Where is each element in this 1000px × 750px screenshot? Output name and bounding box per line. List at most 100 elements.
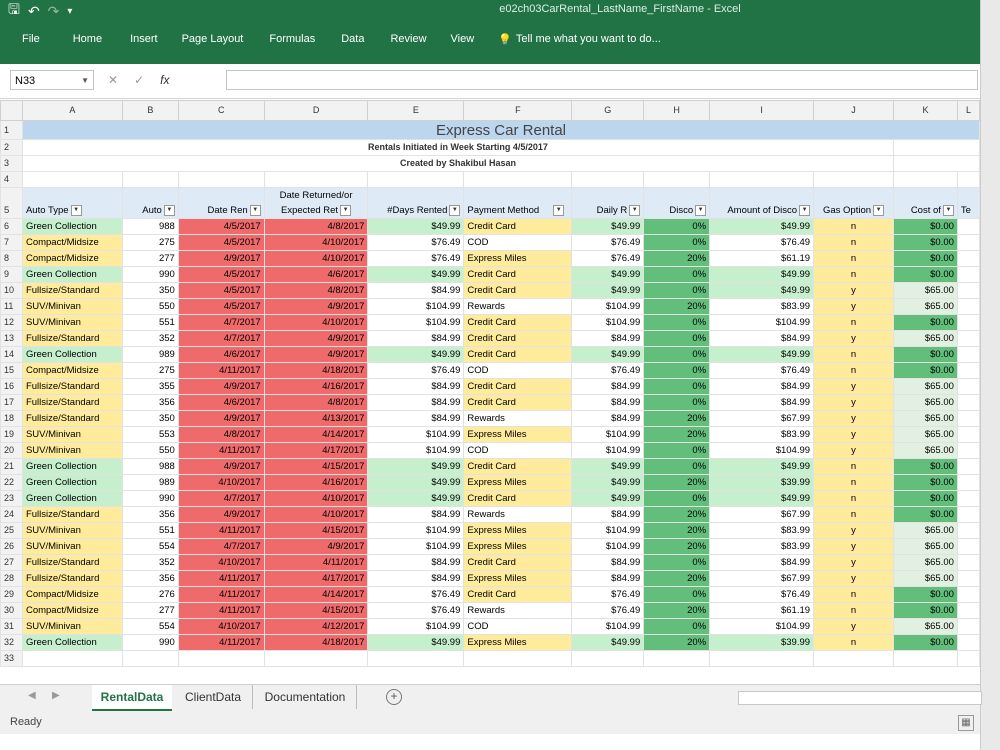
- amount-of-discount-cell[interactable]: $83.99: [709, 538, 815, 555]
- row-header[interactable]: 24: [0, 506, 23, 523]
- date-rented-cell[interactable]: 4/10/2017: [177, 474, 265, 491]
- discount-cell[interactable]: 20%: [643, 522, 711, 539]
- cost-of-gas-cell[interactable]: $0.00: [892, 266, 958, 283]
- auto-cell[interactable]: 550: [121, 442, 179, 459]
- discount-cell[interactable]: 20%: [643, 250, 711, 267]
- auto-cell[interactable]: 275: [121, 234, 179, 251]
- gas-option-cell[interactable]: n: [813, 234, 894, 251]
- column-header[interactable]: E: [367, 100, 465, 121]
- amount-of-discount-cell[interactable]: $67.99: [709, 506, 815, 523]
- formula-input[interactable]: [226, 70, 978, 90]
- gas-option-cell[interactable]: n: [813, 250, 894, 267]
- daily-rate-cell[interactable]: $76.49: [571, 362, 645, 379]
- discount-cell[interactable]: 20%: [643, 410, 711, 427]
- auto-type-cell[interactable]: Fullsize/Standard: [21, 506, 123, 523]
- row-header[interactable]: 23: [0, 490, 23, 507]
- date-returned-cell[interactable]: 4/12/2017: [263, 618, 369, 635]
- daily-rate-cell[interactable]: $84.99: [571, 330, 645, 347]
- row-header[interactable]: 29: [0, 586, 23, 603]
- row-header[interactable]: 2: [0, 139, 23, 156]
- row-header[interactable]: 15: [0, 362, 23, 379]
- days-rented-cell[interactable]: $84.99: [367, 282, 465, 299]
- payment-method-cell[interactable]: Credit Card: [463, 554, 573, 571]
- auto-type-cell[interactable]: Compact/Midsize: [21, 362, 123, 379]
- row-header[interactable]: 11: [0, 298, 23, 315]
- header-auto-type[interactable]: Auto Type ▼: [21, 187, 123, 219]
- payment-method-cell[interactable]: Rewards: [463, 410, 573, 427]
- payment-method-cell[interactable]: Credit Card: [463, 330, 573, 347]
- date-rented-cell[interactable]: 4/9/2017: [177, 506, 265, 523]
- discount-cell[interactable]: 0%: [643, 618, 711, 635]
- date-rented-cell[interactable]: 4/6/2017: [177, 346, 265, 363]
- auto-type-cell[interactable]: Compact/Midsize: [21, 602, 123, 619]
- date-returned-cell[interactable]: 4/15/2017: [263, 522, 369, 539]
- discount-cell[interactable]: 0%: [643, 378, 711, 395]
- payment-method-cell[interactable]: COD: [463, 362, 573, 379]
- daily-rate-cell[interactable]: $76.49: [571, 250, 645, 267]
- daily-rate-cell[interactable]: $76.49: [571, 602, 645, 619]
- date-returned-cell[interactable]: 4/9/2017: [263, 298, 369, 315]
- amount-of-discount-cell[interactable]: $61.19: [709, 250, 815, 267]
- amount-of-discount-cell[interactable]: $76.49: [709, 586, 815, 603]
- amount-of-discount-cell[interactable]: $84.99: [709, 378, 815, 395]
- discount-cell[interactable]: 20%: [643, 602, 711, 619]
- filter-dropdown-icon[interactable]: ▼: [249, 204, 261, 216]
- auto-cell[interactable]: 988: [121, 458, 179, 475]
- cost-of-gas-cell[interactable]: $65.00: [892, 410, 958, 427]
- empty-cell[interactable]: [177, 650, 265, 667]
- date-rented-cell[interactable]: 4/11/2017: [177, 362, 265, 379]
- date-returned-cell[interactable]: 4/10/2017: [263, 250, 369, 267]
- total-cell[interactable]: [956, 474, 980, 491]
- total-cell[interactable]: [956, 458, 980, 475]
- cost-of-gas-cell[interactable]: $0.00: [892, 634, 958, 651]
- daily-rate-cell[interactable]: $104.99: [571, 298, 645, 315]
- days-rented-cell[interactable]: $49.99: [367, 458, 465, 475]
- days-rented-cell[interactable]: $49.99: [367, 266, 465, 283]
- days-rented-cell[interactable]: $104.99: [367, 538, 465, 555]
- date-returned-cell[interactable]: 4/16/2017: [263, 378, 369, 395]
- days-rented-cell[interactable]: $49.99: [367, 474, 465, 491]
- daily-rate-cell[interactable]: $84.99: [571, 394, 645, 411]
- tab-data[interactable]: Data: [341, 33, 365, 45]
- daily-rate-cell[interactable]: $104.99: [571, 522, 645, 539]
- discount-cell[interactable]: 0%: [643, 362, 711, 379]
- date-returned-cell[interactable]: 4/18/2017: [263, 634, 369, 651]
- auto-cell[interactable]: 554: [121, 538, 179, 555]
- select-all-corner[interactable]: [0, 100, 23, 121]
- column-header[interactable]: K: [892, 100, 958, 121]
- date-returned-cell[interactable]: 4/9/2017: [263, 330, 369, 347]
- daily-rate-cell[interactable]: $84.99: [571, 506, 645, 523]
- column-header[interactable]: C: [177, 100, 265, 121]
- auto-type-cell[interactable]: Fullsize/Standard: [21, 378, 123, 395]
- auto-type-cell[interactable]: Green Collection: [21, 634, 123, 651]
- days-rented-cell[interactable]: $49.99: [367, 490, 465, 507]
- payment-method-cell[interactable]: Express Miles: [463, 426, 573, 443]
- payment-method-cell[interactable]: COD: [463, 618, 573, 635]
- filter-dropdown-icon[interactable]: ▼: [942, 204, 954, 216]
- cost-of-gas-cell[interactable]: $65.00: [892, 538, 958, 555]
- discount-cell[interactable]: 20%: [643, 570, 711, 587]
- row-header[interactable]: 16: [0, 378, 23, 395]
- payment-method-cell[interactable]: Express Miles: [463, 250, 573, 267]
- row-header[interactable]: 25: [0, 522, 23, 539]
- discount-cell[interactable]: 0%: [643, 266, 711, 283]
- total-cell[interactable]: [956, 634, 980, 651]
- amount-of-discount-cell[interactable]: $61.19: [709, 602, 815, 619]
- days-rented-cell[interactable]: $76.49: [367, 602, 465, 619]
- header-days-rented[interactable]: #Days Rented ▼: [367, 187, 465, 219]
- cost-of-gas-cell[interactable]: $0.00: [892, 234, 958, 251]
- auto-cell[interactable]: 350: [121, 410, 179, 427]
- payment-method-cell[interactable]: Credit Card: [463, 458, 573, 475]
- empty-cell[interactable]: [813, 650, 894, 667]
- column-header[interactable]: F: [463, 100, 573, 121]
- tab-file[interactable]: File: [22, 33, 40, 45]
- payment-method-cell[interactable]: Credit Card: [463, 346, 573, 363]
- date-rented-cell[interactable]: 4/7/2017: [177, 330, 265, 347]
- discount-cell[interactable]: 0%: [643, 394, 711, 411]
- total-cell[interactable]: [956, 218, 980, 235]
- payment-method-cell[interactable]: Express Miles: [463, 538, 573, 555]
- auto-cell[interactable]: 990: [121, 266, 179, 283]
- amount-of-discount-cell[interactable]: $83.99: [709, 298, 815, 315]
- auto-type-cell[interactable]: Compact/Midsize: [21, 234, 123, 251]
- date-rented-cell[interactable]: 4/10/2017: [177, 618, 265, 635]
